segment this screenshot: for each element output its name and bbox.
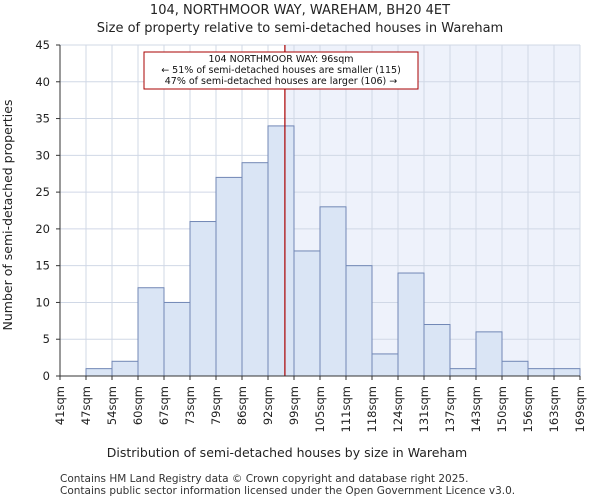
- histogram-bar: [345, 265, 373, 377]
- x-tick-label: 124sqm: [391, 386, 405, 432]
- x-tick-label: 79sqm: [209, 386, 223, 425]
- x-tick-label: 111sqm: [339, 386, 353, 432]
- annotation-box: 104 NORTHMOOR WAY: 96sqm ← 51% of semi-d…: [143, 51, 419, 90]
- y-tick-label: 0: [43, 369, 50, 383]
- histogram-bar: [267, 125, 295, 377]
- histogram-bar: [137, 287, 165, 377]
- y-tick-label: 20: [35, 222, 50, 236]
- annotation-line-2: ← 51% of semi-detached houses are smalle…: [161, 65, 401, 76]
- histogram-bar: [449, 368, 477, 377]
- histogram-bar: [241, 162, 269, 377]
- y-tick-label: 5: [43, 332, 50, 346]
- x-tick-label: 163sqm: [547, 386, 561, 432]
- annotation-line-3: 47% of semi-detached houses are larger (…: [165, 76, 398, 87]
- histogram-bar: [163, 301, 191, 377]
- y-tick-label: 30: [35, 148, 50, 162]
- histogram-bar: [85, 368, 113, 377]
- x-tick-label: 169sqm: [573, 386, 587, 432]
- y-tick-label: 40: [35, 75, 50, 89]
- histogram-bar: [371, 353, 399, 377]
- x-tick-label: 86sqm: [235, 386, 249, 425]
- histogram-bar: [215, 176, 243, 377]
- x-tick-label: 99sqm: [287, 386, 301, 425]
- x-tick-label: 41sqm: [53, 386, 67, 425]
- y-tick-label: 35: [35, 112, 50, 126]
- x-tick-label: 131sqm: [417, 386, 431, 432]
- x-tick-label: 105sqm: [313, 386, 327, 432]
- histogram-bar: [423, 324, 451, 377]
- histogram-bar: [111, 360, 139, 377]
- histogram-bar: [293, 250, 321, 377]
- footer-line-2: Contains public sector information licen…: [60, 485, 515, 497]
- x-tick-label: 73sqm: [183, 386, 197, 425]
- annotation-frame: [143, 51, 419, 90]
- footer-line-1: Contains HM Land Registry data © Crown c…: [60, 473, 468, 485]
- histogram-bar: [189, 221, 217, 377]
- x-tick-label: 156sqm: [521, 386, 535, 432]
- x-tick-label: 92sqm: [261, 386, 275, 425]
- histogram-bar: [527, 368, 555, 377]
- x-tick-label: 150sqm: [495, 386, 509, 432]
- histogram-bar: [553, 368, 581, 377]
- histogram-bar: [475, 331, 503, 377]
- histogram-bar: [397, 272, 425, 377]
- x-tick-label: 60sqm: [131, 386, 145, 425]
- y-tick-label: 25: [35, 185, 50, 199]
- histogram-bar: [501, 360, 529, 377]
- x-tick-label: 67sqm: [157, 386, 171, 425]
- annotation-line-1: 104 NORTHMOOR WAY: 96sqm: [208, 54, 353, 65]
- y-tick-label: 15: [35, 259, 50, 273]
- x-tick-label: 137sqm: [443, 386, 457, 432]
- chart-subtitle: Size of property relative to semi-detach…: [97, 21, 503, 36]
- y-axis-label: Number of semi-detached properties: [0, 100, 15, 331]
- y-tick-label: 10: [35, 295, 50, 309]
- y-tick-label: 45: [35, 38, 50, 52]
- x-tick-label: 143sqm: [469, 386, 483, 432]
- x-tick-label: 118sqm: [365, 386, 379, 432]
- chart-title: 104, NORTHMOOR WAY, WAREHAM, BH20 4ET: [150, 3, 450, 18]
- x-axis-label: Distribution of semi-detached houses by …: [107, 445, 467, 460]
- x-tick-label: 47sqm: [79, 386, 93, 425]
- histogram-bar: [319, 206, 347, 377]
- x-tick-label: 54sqm: [105, 386, 119, 425]
